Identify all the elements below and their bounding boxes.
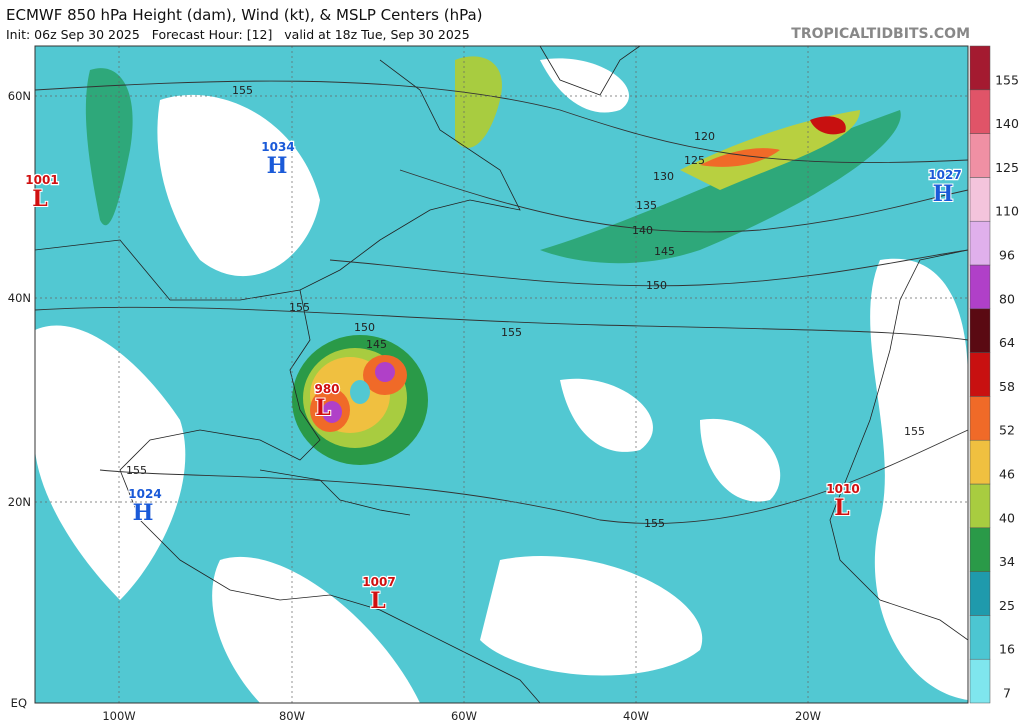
colorbar-segment [969,439,991,485]
colorbar-label: 46 [999,467,1015,482]
contour-label: 155 [289,301,310,314]
subtitle: Init: 06z Sep 30 2025 Forecast Hour: [12… [6,27,470,42]
center-value: 1007 [362,575,395,589]
jet-streaks [85,56,901,264]
lat-label: 60N [8,89,31,103]
map [34,45,969,704]
center-value: 1001 [25,173,58,187]
colorbar-label: 96 [999,248,1015,263]
colorbar-segment [969,527,991,572]
coastlines [34,45,969,704]
colorbar-segment [969,89,991,134]
colorbar-segment [969,615,991,660]
lon-label: 40W [623,709,649,723]
lon-label: 80W [279,709,305,723]
colorbar-label: 40 [999,510,1015,525]
colorbar-segment [969,264,991,310]
site-name: TROPICALTIDBITS.COM [791,26,970,42]
colorbar-label: 52 [999,423,1015,438]
center-letter: L [315,395,330,421]
colorbar-label: 16 [999,642,1015,657]
colorbar-segment [969,658,991,704]
colorbar: 7 16 25 34 40 46 52 58 64 80 96 110 125 140 155 [969,45,1019,704]
map-frame [34,45,969,704]
center-letter: L [370,588,385,614]
contour-label: 155 [126,464,147,477]
contour-label: 140 [632,224,653,237]
contour-label: 120 [694,130,715,143]
contour-label: 155 [644,517,665,530]
colorbar-segment [969,45,991,91]
lon-label: 100W [102,709,135,723]
lon-label: 60W [451,709,477,723]
center-value: 1024 [128,487,161,501]
colorbar-label: 140 [995,116,1019,131]
colorbar-label: 7 [1003,686,1011,701]
title: ECMWF 850 hPa Height (dam), Wind (kt), &… [6,6,483,24]
colorbar-segment [969,352,991,397]
lat-label: 20N [8,495,31,509]
colorbar-label: 155 [995,72,1019,87]
contour-label: 125 [684,154,705,167]
calm-areas [35,58,968,703]
contour-label: 150 [354,321,375,334]
contour-label: 155 [501,326,522,339]
colorbar-label: 80 [999,291,1015,306]
center-letter: H [267,153,288,179]
contour-label: 150 [646,279,667,292]
colorbar-segment [969,571,991,616]
contour-label: 145 [654,245,675,258]
colorbar-segment [969,177,991,222]
height-contours [34,80,969,524]
colorbar-segment [969,308,991,353]
graticule [35,46,968,703]
colorbar-label: 25 [999,598,1015,613]
center-letter: L [834,495,849,521]
colorbar-label: 64 [999,335,1015,350]
contour-label: 145 [366,338,387,351]
colorbar-label: 34 [999,554,1015,569]
lat-label: EQ [11,696,27,710]
colorbar-segment [969,396,991,441]
center-value: 1010 [826,482,859,496]
contour-label: 130 [653,170,674,183]
colorbar-label: 110 [995,204,1019,219]
axis-labels: 60N 40N 20N EQ 100W 80W 60W 40W 20W [8,89,821,723]
lon-label: 20W [795,709,821,723]
center-letter: H [133,500,154,526]
center-letter: H [933,181,954,207]
contour-labels: 155 120 125 130 135 140 145 150 155 155 … [126,84,925,530]
colorbar-label: 125 [995,160,1019,175]
center-value: 980 [314,382,339,396]
hurricane [292,335,428,465]
contour-label: 155 [904,425,925,438]
contour-label: 155 [232,84,253,97]
colorbar-segment [969,133,991,178]
center-letter: L [32,186,47,212]
center-value: 1034 [261,140,294,154]
contour-label: 135 [636,199,657,212]
lat-label: 40N [8,291,31,305]
colorbar-segment [969,483,991,529]
center-value: 1027 [928,168,961,182]
colorbar-label: 58 [999,379,1015,394]
colorbar-segment [969,220,991,266]
